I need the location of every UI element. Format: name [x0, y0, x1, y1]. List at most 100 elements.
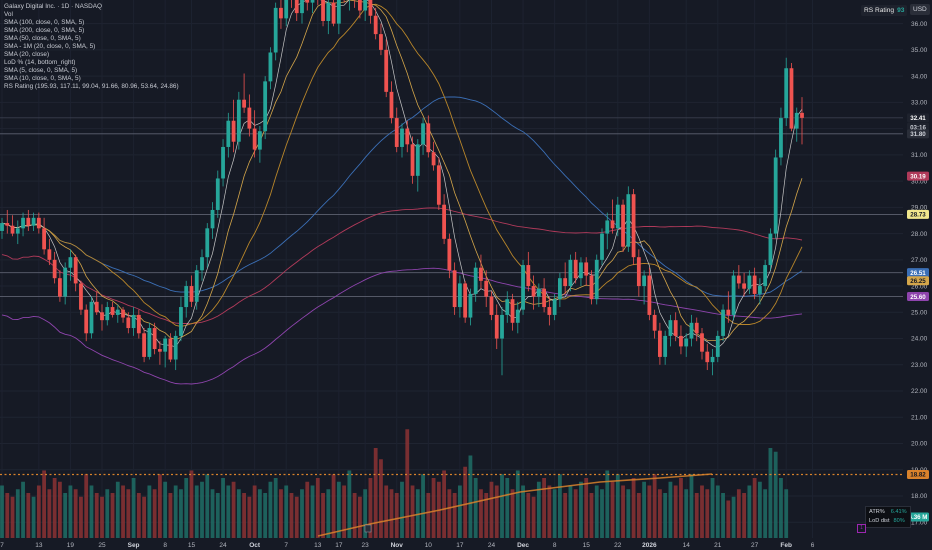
candle-body	[431, 152, 436, 166]
sma-20-line	[1, 3, 803, 327]
currency-badge[interactable]: USD	[910, 4, 930, 15]
candle-body	[121, 309, 125, 318]
volume-bar	[721, 493, 725, 538]
candle-body	[242, 99, 246, 108]
candle-body	[626, 194, 631, 247]
candle-body	[52, 259, 57, 279]
price-axis-label-text: 26.51	[910, 270, 926, 277]
volume-bar	[731, 496, 736, 538]
volume-bar	[779, 478, 783, 538]
x-tick-label: 17	[335, 542, 343, 549]
candle-body	[247, 107, 252, 129]
candle-body	[305, 0, 310, 3]
legend-item[interactable]: SMA (5, close, 0, SMA, 5)	[4, 67, 78, 75]
x-tick-label: 19	[67, 542, 75, 549]
x-tick-label: Sep	[128, 542, 140, 549]
candle-body	[568, 259, 573, 287]
candle-body	[358, 0, 362, 11]
price-axis-label	[907, 512, 929, 522]
volume-bar	[531, 496, 536, 538]
volume-bar	[168, 493, 173, 538]
candle-body	[736, 275, 741, 284]
y-tick-label: 27.00	[911, 257, 928, 264]
volume-bar	[231, 481, 236, 538]
candle-body	[515, 309, 520, 323]
x-tick-label: 27	[751, 542, 759, 549]
volume-bar	[52, 478, 57, 538]
candle-body	[758, 286, 762, 294]
candle-body	[468, 293, 473, 318]
volume-bar	[442, 470, 446, 538]
volume-bar	[305, 481, 310, 538]
legend-item[interactable]: SMA (50, close, 0, SMA, 5)	[4, 35, 81, 43]
y-tick-label: 34.00	[911, 73, 928, 80]
lod-percent-line	[317, 473, 713, 537]
volume-bar	[163, 481, 168, 538]
volume-bar	[605, 470, 610, 538]
legend-item[interactable]: SMA - 1M (20, close, 0, SMA, 5)	[4, 43, 96, 51]
legend-item[interactable]: SMA (200, close, 0, SMA, 5)	[4, 27, 85, 35]
volume-bar	[289, 493, 294, 538]
price-axis-label	[907, 292, 929, 302]
volume-bar	[715, 485, 720, 538]
volume-bar	[642, 481, 646, 538]
volume-bar	[658, 489, 662, 538]
x-tick-label: 13	[35, 542, 43, 549]
price-axis-label-text: 26.25	[910, 278, 926, 285]
volume-bar	[484, 493, 489, 538]
candle-body	[273, 7, 278, 53]
candle-body	[168, 338, 173, 360]
layout-marker[interactable]: 1	[857, 524, 866, 533]
volume-bar	[447, 489, 452, 538]
volume-bar	[473, 478, 478, 538]
volume-bar	[747, 485, 752, 538]
candle-body	[63, 267, 68, 297]
volume-bar	[463, 466, 468, 538]
volume-bar	[142, 496, 146, 538]
candle-body	[631, 194, 636, 258]
price-axis-label	[907, 113, 929, 123]
volume-bar	[342, 485, 346, 538]
candle-body	[221, 146, 225, 179]
legend-item[interactable]: SMA (100, close, 0, SMA, 5)	[4, 19, 85, 27]
price-axis-label	[907, 209, 929, 219]
candle-body	[689, 322, 694, 339]
x-tick-label: 24	[488, 542, 496, 549]
candle-body	[536, 288, 541, 297]
candle-body	[21, 217, 25, 229]
volume-bar	[400, 481, 404, 538]
candle-body	[705, 351, 710, 363]
legend-title[interactable]: Galaxy Digital Inc. · 1D · NASDAQ	[4, 3, 103, 10]
x-tick-label: 8	[163, 542, 167, 549]
atr-table: ATR% 6.41% LoD dist 80%	[865, 506, 911, 528]
candle-body	[179, 307, 183, 336]
legend-item[interactable]: LoD % (14, bottom_right)	[4, 59, 76, 67]
volume-bar	[200, 481, 204, 538]
candle-body	[594, 259, 599, 300]
legend-item[interactable]: Vol	[4, 11, 13, 19]
candle-body	[558, 278, 562, 300]
legend-item[interactable]: SMA (20, close)	[4, 51, 50, 59]
volume-bar	[652, 474, 657, 538]
candle-body	[152, 328, 157, 350]
candle-body	[563, 278, 568, 287]
candle-body	[42, 228, 46, 250]
volume-bar	[421, 474, 425, 538]
volume-bar	[526, 493, 531, 538]
candle-body	[31, 217, 36, 226]
candle-body	[405, 128, 410, 145]
volume-bar	[110, 493, 115, 538]
volume-bar	[758, 481, 762, 538]
x-tick-label: Nov	[391, 542, 404, 549]
x-tick-label: 23	[362, 542, 370, 549]
volume-bar	[368, 478, 373, 538]
volume-bar	[252, 485, 257, 538]
x-tick-label: Feb	[780, 542, 792, 549]
candle-body	[252, 128, 257, 150]
legend-item[interactable]: SMA (10, close, 0, SMA, 5)	[4, 75, 81, 83]
legend-item[interactable]: RS Rating (195.93, 117.11, 99.04, 91.66,…	[4, 83, 179, 91]
candle-body	[415, 144, 420, 176]
x-tick-label: Oct	[249, 542, 261, 549]
candle-body	[789, 68, 794, 129]
